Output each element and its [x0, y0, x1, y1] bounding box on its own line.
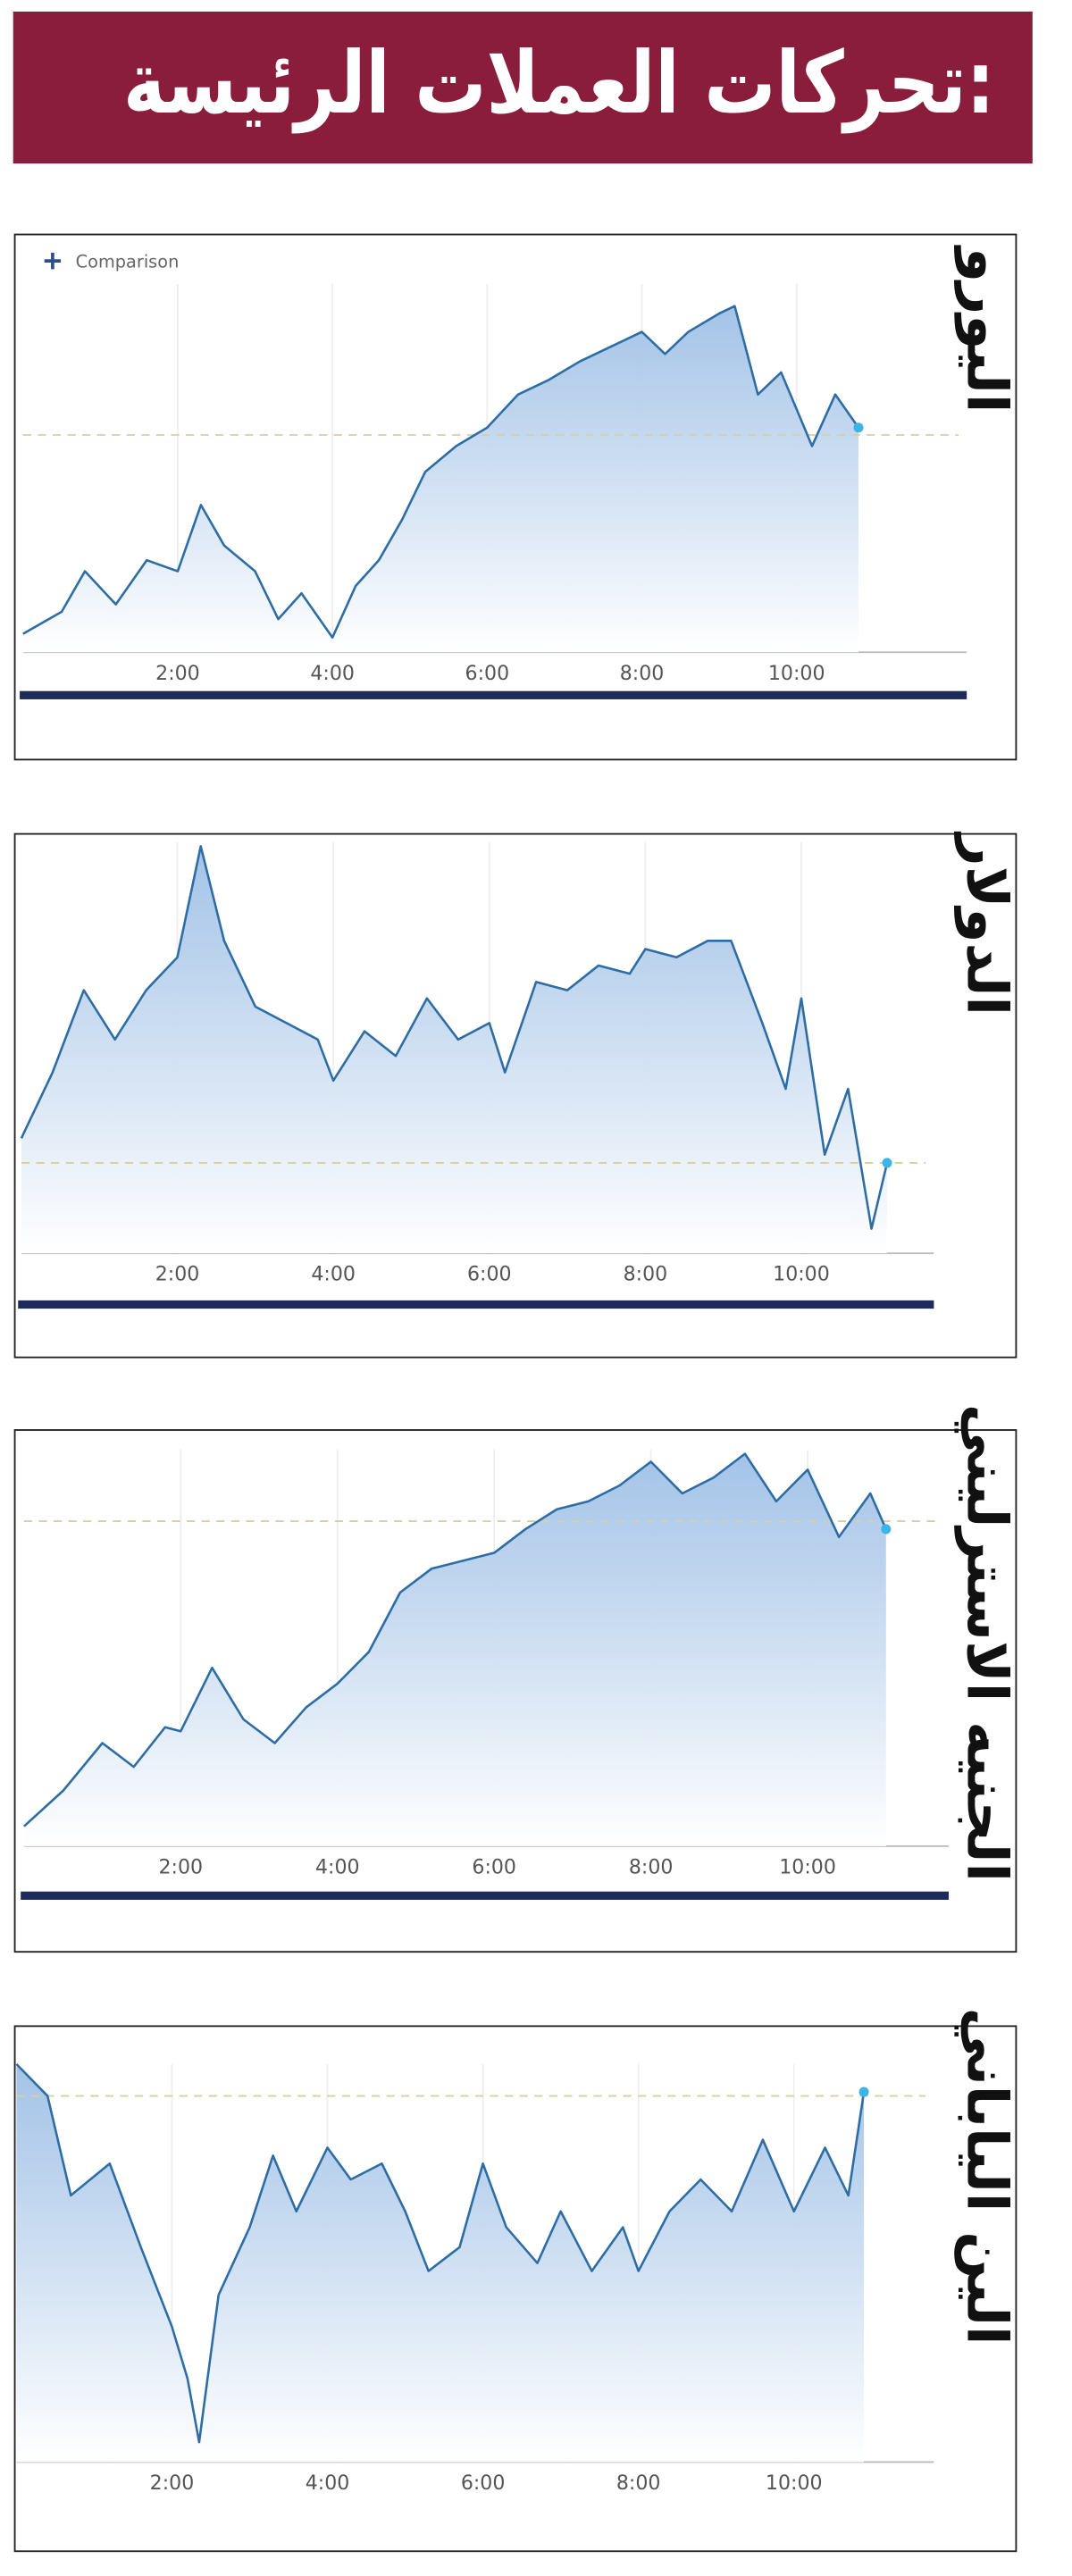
range-bar [20, 690, 967, 699]
range-bar [21, 1891, 949, 1900]
x-tick-label: 6:00 [461, 2471, 506, 2495]
x-tick-label: 8:00 [629, 1855, 674, 1878]
range-bar [18, 1300, 934, 1309]
x-tick-label: 4:00 [315, 1855, 360, 1878]
x-tick-label: 10:00 [768, 662, 825, 685]
x-tick-label: 8:00 [616, 2471, 661, 2495]
line [23, 1452, 887, 1827]
line [15, 2062, 866, 2444]
x-tick-label: 8:00 [620, 662, 665, 685]
area [23, 1453, 886, 1846]
last-point [858, 2087, 869, 2097]
x-tick-label: 4:00 [310, 662, 355, 685]
last-point [882, 1158, 892, 1168]
last-point [881, 1524, 892, 1535]
last-point [853, 422, 864, 433]
area [21, 846, 888, 1254]
x-tick-label: 2:00 [150, 2471, 195, 2495]
line [20, 845, 889, 1230]
x-tick-label: 8:00 [624, 1263, 668, 1286]
x-tick-label: 4:00 [306, 2471, 350, 2495]
currency-name: الجنيه الاسترليني [955, 1404, 1020, 1882]
title-banner [13, 11, 1033, 164]
comparison-label: Comparison [76, 251, 180, 272]
page-title: تحركات العملات الرئيسة: [123, 33, 994, 133]
x-tick-label: 10:00 [766, 2471, 823, 2495]
x-tick-label: 6:00 [465, 662, 510, 685]
currency-name: الدولار [954, 832, 1020, 1016]
currency-name: الين الياباني [955, 2008, 1020, 2346]
x-tick-label: 6:00 [467, 1263, 512, 1286]
x-tick-label: 4:00 [311, 1263, 356, 1286]
currency-name: اليورو [954, 245, 1020, 413]
x-tick-label: 2:00 [159, 1855, 204, 1878]
x-tick-label: 10:00 [773, 1263, 830, 1286]
x-tick-label: 2:00 [155, 662, 200, 685]
plus-icon [44, 252, 62, 270]
x-tick-label: 2:00 [155, 1263, 200, 1286]
x-tick-label: 6:00 [472, 1855, 516, 1878]
area [22, 305, 858, 653]
x-tick-label: 10:00 [779, 1855, 836, 1878]
line [22, 305, 860, 640]
